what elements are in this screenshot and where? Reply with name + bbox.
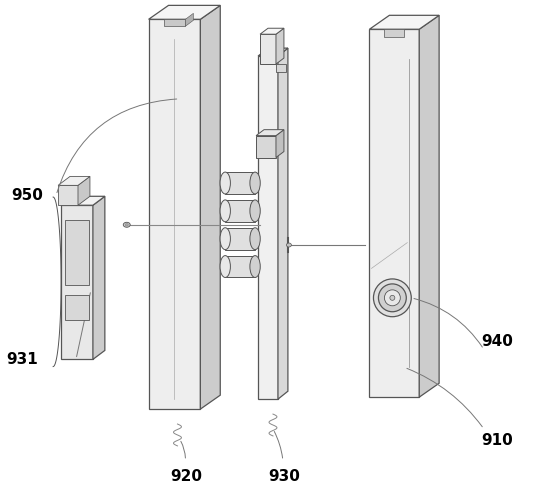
Ellipse shape [384,290,400,306]
Polygon shape [225,200,255,222]
Polygon shape [225,228,255,249]
Polygon shape [149,5,220,19]
Polygon shape [260,34,276,64]
Polygon shape [61,205,93,359]
Polygon shape [384,29,404,37]
Ellipse shape [220,255,230,277]
Polygon shape [276,28,284,64]
Text: 930: 930 [268,469,300,484]
Polygon shape [258,48,288,56]
Polygon shape [58,185,78,205]
Polygon shape [225,255,255,277]
Polygon shape [61,196,105,205]
Polygon shape [149,19,201,409]
Polygon shape [276,130,284,158]
Polygon shape [256,136,276,158]
Ellipse shape [220,228,230,249]
Polygon shape [93,196,105,359]
Text: 910: 910 [481,433,513,448]
Ellipse shape [390,295,395,300]
Ellipse shape [123,222,130,227]
Polygon shape [65,220,89,285]
Polygon shape [369,29,419,397]
Text: 950: 950 [11,188,43,203]
Ellipse shape [250,200,260,222]
Polygon shape [369,15,439,29]
Polygon shape [256,130,284,136]
Polygon shape [65,295,89,320]
Ellipse shape [220,172,230,194]
Polygon shape [225,172,255,194]
Ellipse shape [125,224,128,226]
Ellipse shape [286,243,292,247]
Ellipse shape [250,172,260,194]
Polygon shape [419,15,439,397]
Ellipse shape [378,284,406,312]
Polygon shape [201,5,220,409]
Text: 920: 920 [170,469,203,484]
Text: 940: 940 [481,334,513,349]
Text: 931: 931 [6,352,38,367]
Polygon shape [276,64,286,72]
Polygon shape [278,48,288,399]
Ellipse shape [250,255,260,277]
Polygon shape [258,56,278,399]
Polygon shape [78,176,90,205]
Polygon shape [58,176,90,185]
Ellipse shape [220,200,230,222]
Ellipse shape [250,228,260,249]
Ellipse shape [374,279,411,317]
Polygon shape [163,19,185,26]
Polygon shape [260,28,284,34]
Polygon shape [185,13,194,26]
